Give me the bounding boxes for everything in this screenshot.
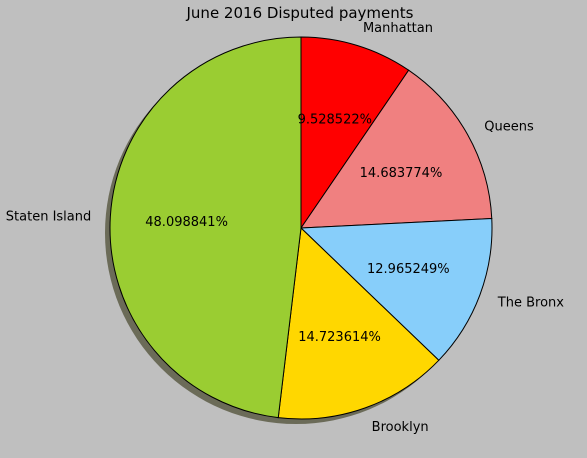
pct-label-staten-island: 48.098841% bbox=[145, 215, 228, 230]
pie-slice-staten-island bbox=[109, 36, 302, 419]
slice-label-brooklyn: Brooklyn bbox=[372, 420, 429, 435]
pie-slice-manhattan bbox=[300, 36, 410, 230]
chart-title: June 2016 Disputed payments bbox=[186, 4, 414, 22]
slice-label-manhattan: Manhattan bbox=[363, 21, 433, 36]
pct-label-manhattan: 9.528522% bbox=[298, 112, 372, 127]
pct-label-brooklyn: 14.723614% bbox=[298, 330, 381, 345]
pie-slice-the-bronx bbox=[299, 218, 493, 362]
slice-label-queens: Queens bbox=[484, 119, 534, 134]
pie-slices bbox=[109, 36, 493, 420]
slice-labels: Manhattan Queens The Bronx Brooklyn Staten I… bbox=[6, 21, 564, 435]
pie-slice-queens bbox=[300, 69, 493, 229]
pct-label-queens: 14.683774% bbox=[360, 166, 443, 181]
slice-label-the-bronx: The Bronx bbox=[497, 296, 564, 311]
slice-label-staten-island: Staten Island bbox=[6, 209, 91, 224]
pct-labels: 9.528522% 14.683774% 12.965249% 14.723614% 4… bbox=[145, 112, 449, 344]
pie-slice-brooklyn bbox=[277, 226, 440, 420]
pct-label-the-bronx: 12.965249% bbox=[367, 262, 450, 277]
